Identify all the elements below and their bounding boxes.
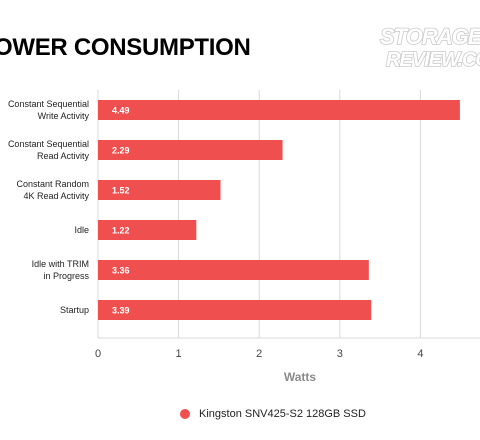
x-tick-label: 3 [337,348,343,360]
category-label: Startup [60,305,89,315]
chart-title: OWER CONSUMPTION [0,34,251,61]
logo-text-line1: STORAGE [380,24,480,49]
data-label: 3.39 [112,306,130,316]
x-tick-label: 0 [95,348,101,360]
bar [98,220,197,240]
category-label: Idle with TRIM [32,259,89,269]
logo-text-line2: REVIEW.CO [386,49,480,71]
x-tick-label: 4 [417,348,423,360]
category-label: Write Activity [38,111,90,121]
bar [98,260,369,280]
storagereview-logo: STORAGE REVIEW.CO [378,22,480,72]
x-axis-title: Watts [284,370,317,384]
category-label: Constant Random [16,179,89,189]
legend: Kingston SNV425-S2 128GB SSD [180,408,366,420]
legend-label: Kingston SNV425-S2 128GB SSD [199,408,366,420]
bar [98,180,221,200]
bar [98,300,372,320]
category-label: 4K Read Activity [23,191,89,201]
data-label: 3.36 [112,266,130,276]
category-label: in Progress [43,271,89,281]
bar [98,140,283,160]
category-label: Constant Sequential [8,99,89,109]
data-label: 4.49 [112,106,130,116]
legend-swatch [180,409,190,419]
data-label: 1.22 [112,226,130,236]
data-label: 1.52 [112,186,130,196]
category-label: Constant Sequential [8,139,89,149]
category-label: Idle [74,225,89,235]
x-tick-label: 2 [256,348,262,360]
bar [98,100,460,120]
x-tick-label: 1 [176,348,182,360]
data-label: 2.29 [112,146,130,156]
category-label: Read Activity [37,151,90,161]
